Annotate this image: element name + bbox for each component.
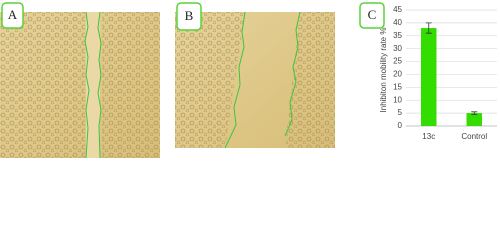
y-tick-label: 45 bbox=[393, 5, 402, 14]
figure: A B C Inhibiton mobility rate % 0 5 10 15 20… bbox=[0, 2, 497, 158]
panel-label: B bbox=[185, 8, 194, 23]
x-tick-label: Control bbox=[461, 132, 487, 141]
y-tick-label: 10 bbox=[393, 95, 402, 104]
chart: C Inhibiton mobility rate % 0 5 10 15 20 25 30… bbox=[359, 2, 497, 141]
label-box bbox=[176, 2, 202, 31]
cell-region bbox=[175, 12, 245, 148]
boundary bbox=[84, 11, 90, 158]
boundary bbox=[284, 11, 301, 137]
x-tick-label: 13c bbox=[422, 132, 435, 141]
y-tick-label: 5 bbox=[398, 108, 403, 117]
y-tick-label: 20 bbox=[393, 70, 402, 79]
bar bbox=[421, 28, 437, 126]
panel-b: B bbox=[175, 2, 335, 149]
boundary bbox=[97, 11, 102, 158]
error-bar bbox=[425, 22, 432, 34]
panel-label: C bbox=[368, 7, 377, 22]
label-box bbox=[359, 2, 385, 29]
y-tick-label: 30 bbox=[393, 44, 402, 53]
y-tick-label: 15 bbox=[393, 82, 402, 91]
scratch bbox=[86, 12, 100, 158]
cell-region bbox=[0, 12, 85, 158]
cell-region bbox=[102, 12, 160, 158]
y-tick-label: 40 bbox=[393, 18, 402, 27]
label-box bbox=[1, 2, 24, 29]
y-tick-label: 0 bbox=[398, 121, 403, 130]
error-bar bbox=[471, 111, 478, 115]
y-tick-label: 25 bbox=[393, 57, 402, 66]
panel-a: A bbox=[0, 2, 160, 158]
y-tick-label: 35 bbox=[393, 31, 402, 40]
bar bbox=[466, 113, 482, 126]
y-axis-label: Inhibiton mobility rate % bbox=[379, 28, 388, 113]
panel-label: A bbox=[8, 7, 18, 22]
boundary bbox=[224, 11, 246, 149]
